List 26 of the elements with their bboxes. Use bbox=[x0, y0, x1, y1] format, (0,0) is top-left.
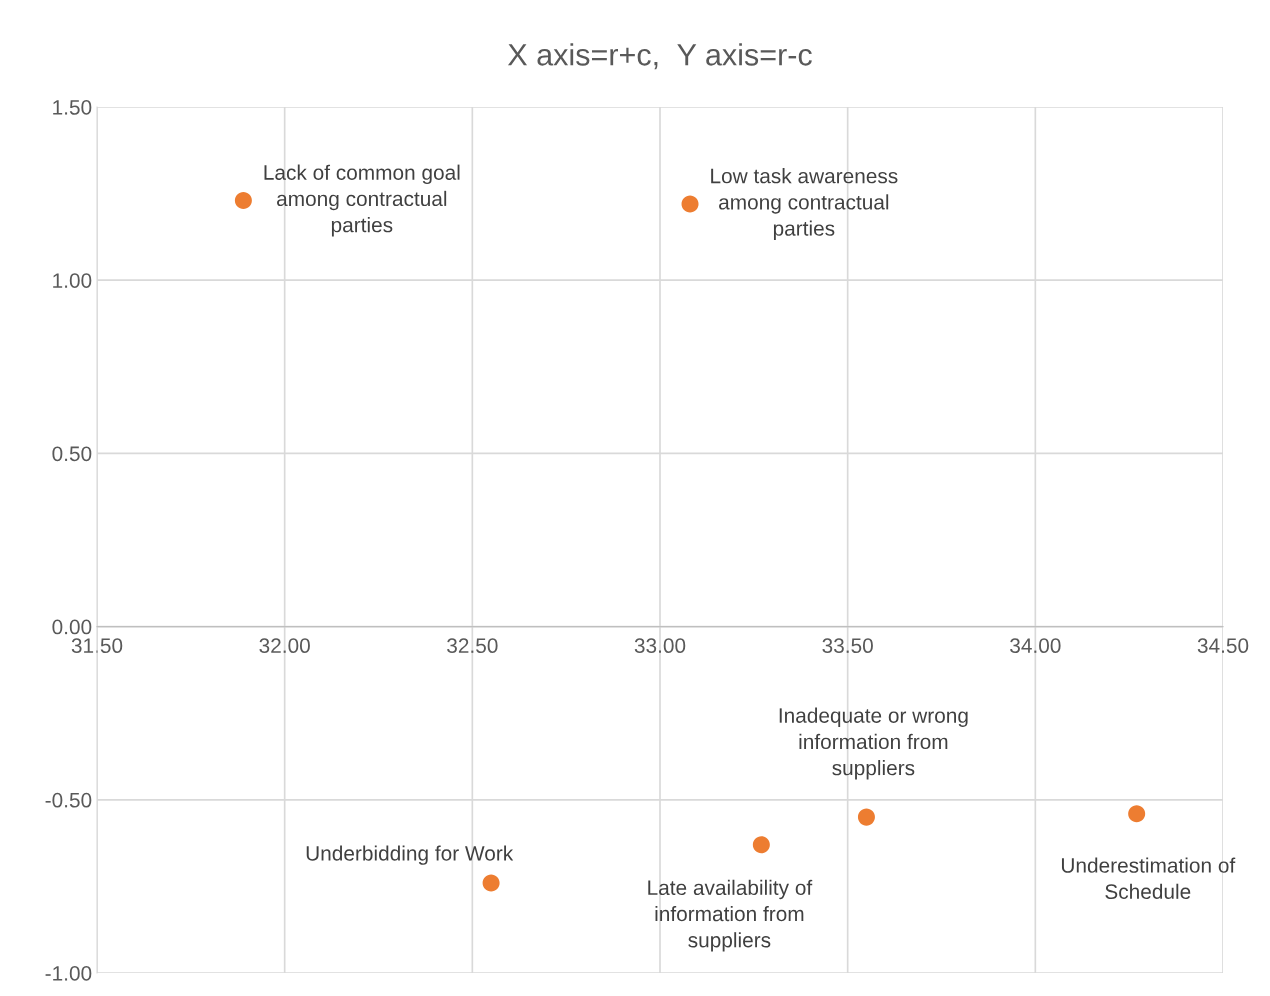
y-tick-label: -0.50 bbox=[45, 792, 92, 808]
y-tick-label: 0.00 bbox=[52, 619, 92, 635]
annotation: Lack of common goal among contractual parties bbox=[264, 164, 460, 237]
annotation: Low task awareness among contractual parties bbox=[711, 168, 898, 240]
y-tick-label: -1.00 bbox=[45, 966, 92, 981]
x-tick-label: 31.50 bbox=[71, 638, 123, 654]
point bbox=[234, 192, 252, 210]
annotation: Late availability of information from suppliers bbox=[648, 879, 813, 952]
point bbox=[681, 195, 699, 213]
y-tick-label: 1.00 bbox=[53, 273, 92, 288]
annotation: Inadequate or wrong information from suppliers bbox=[779, 707, 968, 780]
annotation: Underestimation of Schedule bbox=[1061, 857, 1236, 900]
x-tick-label: 33.50 bbox=[822, 638, 873, 654]
point bbox=[1128, 805, 1146, 823]
chart-title: X axis=r+c, Y axis=r-c bbox=[507, 43, 812, 70]
x-tick-label: 33.00 bbox=[634, 638, 686, 654]
y-tick-label: 1.50 bbox=[53, 100, 92, 115]
point bbox=[752, 836, 770, 854]
x-tick-label: 32.50 bbox=[447, 638, 498, 654]
x-tick-label: 32.00 bbox=[259, 638, 310, 654]
x-tick-label: 34.00 bbox=[1010, 638, 1061, 654]
x-tick-label: 34.50 bbox=[1197, 638, 1249, 654]
y-tick-label: 0.50 bbox=[52, 446, 92, 462]
annotation: Underbidding for Work bbox=[306, 845, 514, 865]
point bbox=[857, 808, 875, 826]
point bbox=[482, 874, 500, 892]
